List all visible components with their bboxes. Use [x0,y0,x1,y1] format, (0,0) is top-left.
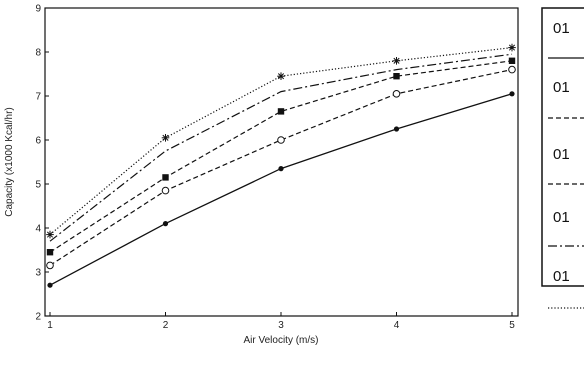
series-line-1 [49,93,513,286]
data-point-series-1 [393,126,400,132]
data-point-series-2 [508,65,516,74]
legend-label: 01 [553,146,570,163]
data-point-series-3 [508,57,516,64]
data-point-series-3 [277,108,285,115]
data-point-series-3 [46,249,54,256]
y-tick-label: 2 [35,312,41,323]
data-point-series-2 [277,136,285,144]
y-tick-label: 5 [35,180,41,191]
x-tick-label: 2 [163,320,169,331]
legend: 01 01 01 01 01 [541,7,584,309]
series-line-4 [49,53,513,242]
data-point-series-5 [161,134,170,142]
y-tick-label: 3 [35,268,41,279]
legend-box [541,7,584,287]
y-tick-label: 6 [35,136,41,147]
data-point-series-3 [393,73,400,80]
data-point-series-1 [509,91,515,97]
data-point-series-2 [46,261,54,270]
data-point-series-5 [277,72,285,80]
legend-label: 01 [553,268,570,285]
series-line-3 [49,60,513,253]
plot-frame [44,7,519,317]
data-point-series-2 [392,90,401,98]
series-line-2 [49,69,513,266]
x-tick-label: 3 [278,320,284,331]
x-tick-label: 5 [509,320,515,331]
x-tick-label: 4 [394,320,400,331]
y-tick-label: 4 [35,224,41,235]
y-tick-label: 8 [35,48,41,59]
data-point-series-5 [508,43,516,52]
data-point-series-2 [161,186,170,195]
legend-label: 01 [553,79,570,96]
data-point-series-5 [392,57,401,65]
data-point-series-5 [46,230,54,239]
data-point-series-3 [162,174,169,181]
y-tick-label: 7 [35,92,41,103]
data-point-series-1 [278,166,284,172]
legend-label: 01 [553,20,570,37]
data-point-series-1 [162,221,169,227]
x-axis-title: Air Velocity (m/s) [243,335,318,346]
x-tick-label: 1 [47,320,53,331]
y-axis-title: Capacity (x1000 Kcal/hr) [4,107,15,217]
data-point-series-1 [47,282,53,288]
legend-label: 01 [553,209,570,226]
y-tick-label: 9 [35,4,41,15]
